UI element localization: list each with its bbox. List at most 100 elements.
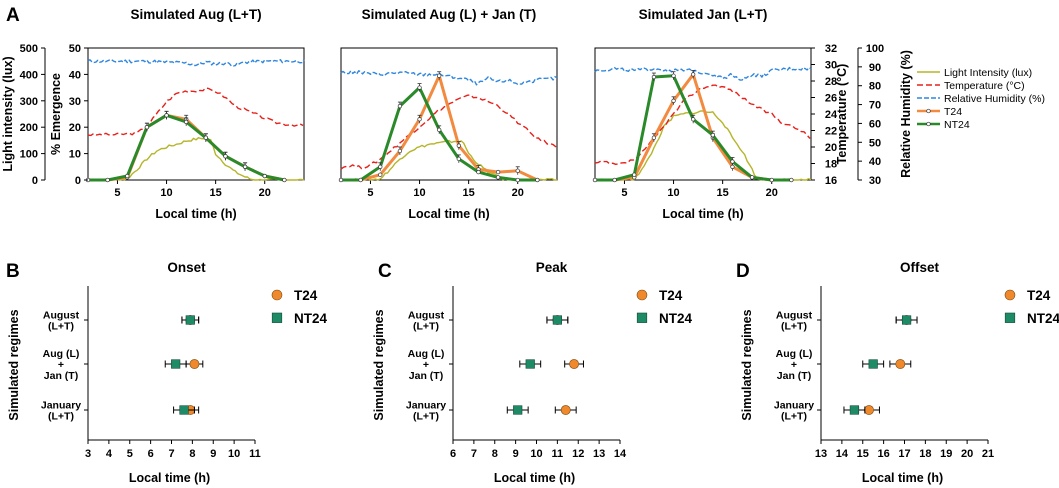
y-tick-label: 30 <box>69 96 81 108</box>
x-tick-label: 6 <box>148 448 154 460</box>
data-point-nt24 <box>868 359 878 369</box>
data-point <box>495 169 501 175</box>
y-tick-label: 20 <box>825 142 837 154</box>
y-tick-label: 80 <box>869 81 881 93</box>
series-line-nt24 <box>595 74 792 182</box>
series-line-relative-humidity <box>87 59 305 67</box>
x-tick-label: 10 <box>530 448 542 460</box>
data-point <box>223 154 228 159</box>
y-axis-label: Simulated regimes <box>7 309 21 420</box>
data-point <box>282 177 287 183</box>
data-point-nt24 <box>525 359 535 369</box>
data-point-nt24 <box>179 405 189 415</box>
series-line-temperature-c <box>87 87 304 137</box>
data-point-t24 <box>895 359 906 369</box>
data-point <box>749 175 755 180</box>
x-tick-label: 8 <box>189 448 195 460</box>
y-axis-label-temperature: Temperature (°C) <box>835 64 849 165</box>
legend-label: T24 <box>944 106 962 118</box>
x-tick-label: 13 <box>593 448 605 460</box>
data-point <box>378 164 383 169</box>
legend-label: Light Intensity (lux) <box>944 67 1032 79</box>
data-point <box>262 173 267 179</box>
data-point <box>651 74 657 80</box>
x-tick-label: 18 <box>919 448 931 460</box>
data-point <box>476 169 481 175</box>
panel-letter-d: D <box>736 261 750 282</box>
y-tick-label: 32 <box>825 43 837 55</box>
data-point <box>495 175 501 180</box>
category-label: Aug (L) <box>776 348 813 360</box>
data-point-nt24 <box>185 315 195 325</box>
x-tick-label: 11 <box>552 448 564 460</box>
x-axis-label: Local time (h) <box>862 471 943 485</box>
y-tick-label: 100 <box>20 149 38 161</box>
x-tick-label: 21 <box>982 448 994 460</box>
x-tick-label: 10 <box>160 187 172 199</box>
y-axis-label-emergence: % Emergence <box>49 73 63 155</box>
data-point <box>144 125 150 130</box>
data-point <box>769 177 774 183</box>
category-label: August <box>408 310 445 322</box>
y-axis-label: Simulated regimes <box>740 309 754 420</box>
legend-marker-t24 <box>271 289 283 301</box>
y-tick-label: 100 <box>866 43 884 55</box>
x-tick-label: 5 <box>367 187 373 199</box>
x-tick-label: 20 <box>259 187 271 199</box>
x-tick-label: 19 <box>940 448 952 460</box>
x-tick-label: 3 <box>85 448 91 460</box>
y-tick-label: 50 <box>869 137 881 149</box>
y-tick-label: 16 <box>825 175 837 187</box>
series-line-relative-humidity <box>594 66 812 81</box>
legend-label: T24 <box>659 288 683 303</box>
data-point <box>125 173 130 179</box>
category-label: Aug (L) <box>408 348 445 360</box>
data-point-nt24 <box>552 315 562 325</box>
data-point <box>437 127 442 132</box>
y-tick-label: 10 <box>69 149 81 161</box>
legend-label: Temperature (°C) <box>944 80 1025 92</box>
data-point <box>358 177 363 183</box>
y-tick-label: 90 <box>869 62 881 74</box>
data-point <box>417 117 422 122</box>
y-axis-label-light: Light intensity (lux) <box>1 56 15 171</box>
series-line-light-intensity-lux <box>87 136 305 181</box>
x-axis-label: Local time (h) <box>155 207 236 221</box>
x-tick-label: 8 <box>492 448 498 460</box>
x-tick-label: 16 <box>878 448 890 460</box>
category-label: August <box>776 310 813 322</box>
data-point-t24 <box>189 359 200 369</box>
data-point <box>203 135 208 140</box>
data-point-t24 <box>569 359 579 369</box>
data-point-nt24 <box>901 315 912 325</box>
x-tick-label: 13 <box>815 448 827 460</box>
plot-frame <box>594 47 812 181</box>
panel-letter-c: C <box>378 261 392 282</box>
x-tick-label: 9 <box>210 448 216 460</box>
y-tick-label: 24 <box>825 109 838 121</box>
y-tick-label: 60 <box>869 118 881 130</box>
category-label: (L+T) <box>413 411 439 423</box>
x-tick-label: 15 <box>463 187 475 199</box>
data-point-nt24 <box>171 359 181 369</box>
legend-label: T24 <box>294 288 318 303</box>
x-tick-label: 10 <box>413 187 425 199</box>
x-tick-label: 10 <box>228 448 240 460</box>
x-tick-label: 7 <box>168 448 174 460</box>
x-tick-label: 6 <box>450 448 456 460</box>
x-tick-label: 5 <box>127 448 133 460</box>
x-tick-label: 14 <box>614 448 627 460</box>
x-tick-label: 12 <box>572 448 584 460</box>
x-tick-label: 15 <box>210 187 222 199</box>
data-point-t24 <box>560 405 571 415</box>
chart-title: Simulated Aug (L) + Jan (T) <box>362 7 537 22</box>
series-line-temperature-c <box>594 84 811 166</box>
y-tick-label: 500 <box>20 43 38 55</box>
chart-title: Simulated Aug (L+T) <box>130 7 261 22</box>
x-tick-label: 9 <box>513 448 519 460</box>
category-label: + <box>58 359 64 371</box>
data-point <box>612 177 617 183</box>
chart-title: Peak <box>536 260 568 275</box>
data-point <box>397 103 403 109</box>
